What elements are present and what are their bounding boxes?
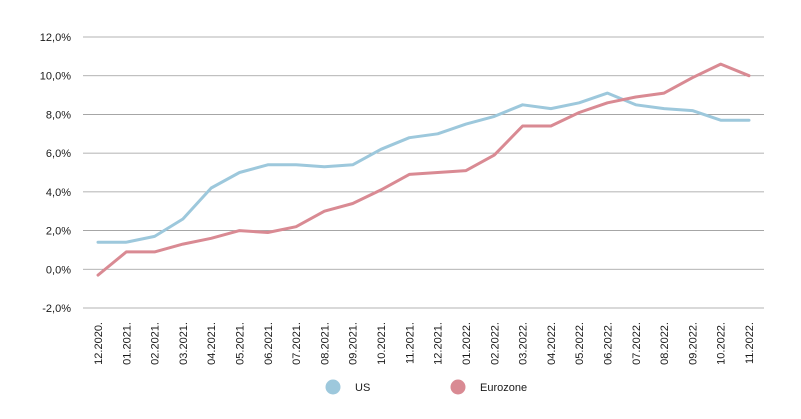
x-tick-label: 07.2022. (631, 322, 643, 365)
x-tick-label: 04.2022. (546, 322, 558, 365)
legend: US Eurozone (325, 379, 527, 395)
x-tick-label: 09.2021. (348, 322, 360, 365)
x-tick-label: 12.2021. (433, 322, 445, 365)
x-tick-label: 07.2021. (291, 322, 303, 365)
legend-marker (450, 379, 466, 395)
x-tick-label: 09.2022. (687, 322, 699, 365)
series-line-us (96, 91, 751, 244)
x-tick-label: 08.2021. (319, 322, 331, 365)
y-tick-label: 8,0% (46, 109, 71, 121)
legend-marker (325, 379, 341, 395)
x-tick-label: 06.2022. (602, 322, 614, 365)
y-tick-label: 10,0% (40, 71, 71, 83)
x-tick-label: 05.2022. (574, 322, 586, 365)
x-tick-label: 01.2022. (461, 322, 473, 365)
y-axis-labels: -2,0% 0,0% 2,0% 4,0% 6,0% 8,0% 10,0% 12,0% (40, 32, 71, 315)
x-tick-label: 01.2021. (121, 322, 133, 365)
y-tick-label: 6,0% (46, 148, 71, 160)
x-tick-label: 02.2022. (489, 322, 501, 365)
legend-label: US (355, 382, 370, 394)
x-tick-label: 11.2022. (744, 322, 756, 364)
legend-label: Eurozone (480, 382, 527, 394)
x-tick-label: 03.2021. (178, 322, 190, 365)
y-tick-label: 2,0% (46, 226, 71, 238)
x-tick-label: 10.2021. (376, 322, 388, 365)
x-tick-label: 11.2021. (404, 322, 416, 364)
y-tick-label: 4,0% (46, 187, 71, 199)
x-tick-label: 02.2021. (150, 322, 162, 365)
series-line-eurozone (96, 62, 751, 277)
series-layer (96, 62, 751, 277)
y-tick-label: -2,0% (42, 303, 71, 315)
grid-layer (83, 36, 764, 309)
y-tick-label: 0,0% (46, 264, 71, 276)
x-axis-labels: 12.2020. 01.2021. 02.2021. 03.2021. 04.2021.… (93, 322, 756, 365)
x-tick-label: 06.2021. (263, 322, 275, 365)
x-tick-label: 04.2021. (206, 322, 218, 365)
x-tick-label: 08.2022. (659, 322, 671, 365)
x-tick-label: 12.2020. (93, 322, 105, 365)
x-tick-label: 05.2021. (235, 322, 247, 365)
x-tick-label: 10.2022. (716, 322, 728, 365)
x-tick-label: 03.2022. (518, 322, 530, 365)
y-tick-label: 12,0% (40, 32, 71, 44)
